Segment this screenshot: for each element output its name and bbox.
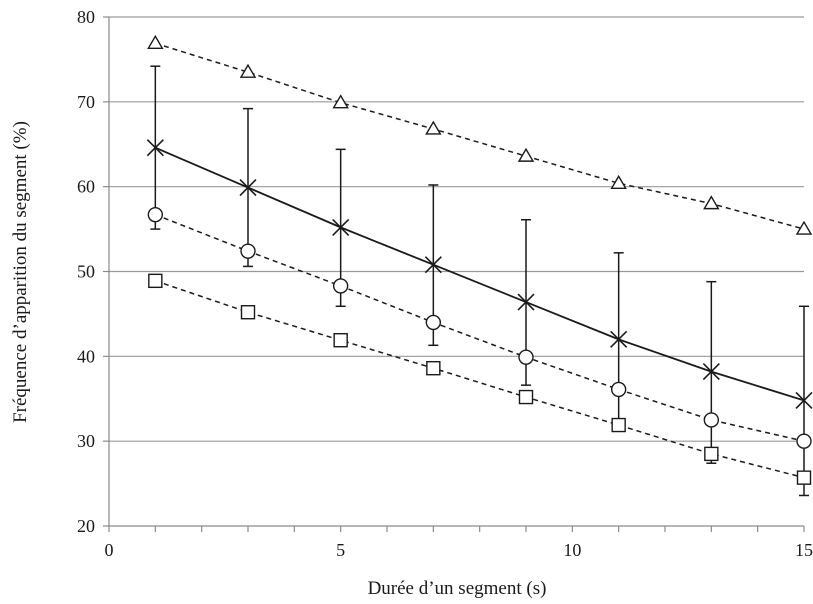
point-triangle-2 <box>332 94 349 109</box>
series-lines <box>154 42 805 479</box>
point-square-6 <box>704 446 719 462</box>
point-cross-6 <box>702 363 720 381</box>
point-square-2 <box>333 333 348 348</box>
y-tick-label-80: 80 <box>77 7 95 27</box>
y-axis-title: Fréquence d’apparition du segment (%) <box>10 121 31 423</box>
x-tick-label-0: 0 <box>105 540 114 560</box>
point-cross-6-b <box>702 363 720 381</box>
axes <box>103 16 805 532</box>
point-cross-5-b <box>610 330 628 348</box>
point-cross-0-b <box>146 139 164 157</box>
y-tick-label-60: 60 <box>77 177 95 197</box>
gridlines <box>109 16 804 442</box>
y-tick-label-70: 70 <box>77 92 95 112</box>
y-tick-label-50: 50 <box>77 262 95 282</box>
point-cross-4 <box>517 293 535 311</box>
y-tick-label-30: 30 <box>77 431 95 451</box>
point-triangle-0 <box>147 34 164 49</box>
point-circle-6 <box>703 412 720 428</box>
point-circle-0 <box>147 206 164 223</box>
point-cross-5 <box>610 330 628 348</box>
series-markers <box>146 34 813 485</box>
y-tick-label-20: 20 <box>77 516 95 536</box>
point-triangle-3 <box>425 120 442 135</box>
x-tick-label-15: 15 <box>795 540 813 560</box>
point-cross-1 <box>239 178 257 197</box>
point-cross-3-b <box>424 256 442 274</box>
point-circle-1 <box>240 243 256 259</box>
point-cross-7-b <box>795 391 813 410</box>
point-square-1 <box>240 305 256 320</box>
point-cross-2 <box>332 218 350 236</box>
series-line-circle <box>155 213 805 442</box>
point-cross-1-b <box>239 178 257 197</box>
point-square-3 <box>426 361 441 376</box>
point-triangle-1 <box>239 63 257 78</box>
point-square-4 <box>518 389 534 405</box>
tick-labels: 0 5 10 15 20 30 40 50 60 70 80 <box>77 7 813 560</box>
point-circle-3 <box>425 314 442 331</box>
x-tick-label-5: 5 <box>336 540 345 560</box>
point-triangle-5 <box>610 174 627 189</box>
point-square-0 <box>148 273 163 289</box>
y-tick-label-40: 40 <box>77 346 95 366</box>
point-square-5 <box>611 417 626 433</box>
point-cross-4-b <box>517 293 535 311</box>
point-circle-4 <box>518 349 534 365</box>
point-cross-0 <box>146 139 164 157</box>
series-line-cross <box>154 146 805 402</box>
point-circle-2 <box>332 278 349 294</box>
error-bars <box>150 65 809 497</box>
series-line-triangle <box>155 42 805 230</box>
point-circle-5 <box>610 381 627 398</box>
point-cross-7 <box>795 391 813 410</box>
point-circle-7 <box>796 433 812 449</box>
x-tick-label-10: 10 <box>563 540 581 560</box>
point-cross-2-b <box>332 218 350 236</box>
point-cross-3 <box>424 256 442 274</box>
point-triangle-6 <box>703 195 720 210</box>
point-square-7 <box>796 470 812 485</box>
x-axis-title: Durée d’un segment (s) <box>368 578 547 599</box>
point-triangle-4 <box>517 147 535 162</box>
point-triangle-7 <box>795 220 813 235</box>
